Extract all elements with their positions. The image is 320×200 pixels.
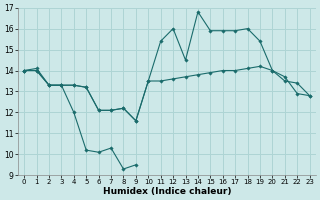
X-axis label: Humidex (Indice chaleur): Humidex (Indice chaleur) bbox=[103, 187, 231, 196]
